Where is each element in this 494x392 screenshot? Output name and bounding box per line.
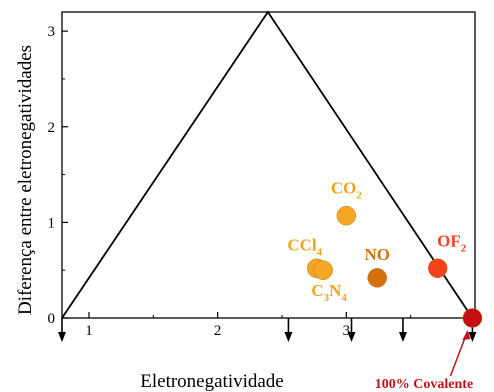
compound-label: OF2 [437, 231, 467, 254]
data-point [427, 258, 448, 278]
element-arrow-head [284, 332, 293, 342]
bond-triangle [61, 10, 474, 319]
annotation-arrow-head [462, 330, 471, 340]
data-point [367, 268, 387, 288]
plot-border [61, 11, 476, 319]
y-axis-label: Diferença entre eletronegatividades [15, 45, 36, 315]
x-axis-label: Eletronegatividade [140, 371, 284, 392]
x-tick-label: 2 [214, 323, 222, 339]
annotation-arrow [449, 333, 468, 377]
element-arrow-head [58, 332, 66, 342]
compound-label: CO2 [331, 179, 363, 202]
compound-label-subscript2: 4 [341, 292, 347, 304]
y-tick-label: 3 [48, 24, 56, 40]
compound-label-main2: N [329, 281, 342, 300]
compound-label-main: CCl [287, 235, 317, 254]
y-tick-label: 1 [48, 215, 56, 231]
plot-frame [61, 11, 476, 319]
x-tick-label: 3 [343, 323, 351, 339]
data-points [307, 205, 483, 328]
compound-label-subscript: 3 [324, 292, 330, 304]
data-point [336, 205, 357, 226]
y-tick-label: 2 [48, 120, 56, 136]
compound-label-main: OF [437, 231, 461, 250]
compound-label-main: C [311, 281, 323, 300]
x-tick-label: 1 [85, 323, 93, 339]
data-point [462, 308, 483, 328]
element-arrow-head [347, 332, 356, 342]
compound-label-subscript: 2 [461, 242, 467, 254]
compound-label-main: NO [364, 245, 390, 264]
element-arrow-head [468, 332, 477, 342]
compound-label: CCl4 [287, 235, 322, 258]
compound-label: C3N4 [311, 281, 347, 304]
compound-label: NO [364, 245, 390, 264]
data-point [313, 260, 333, 280]
compound-label-main: CO [331, 179, 357, 198]
triangle-outline [61, 10, 474, 319]
axis-ticks: 1 2 3 0 1 2 3 [48, 24, 412, 339]
y-tick-label: 0 [48, 311, 56, 327]
element-markers [58, 318, 477, 342]
annotation-100-covalente: 100% Covalente [375, 377, 473, 392]
compound-label-subscript: 2 [356, 190, 362, 202]
element-arrow-head [398, 332, 407, 342]
compound-label-subscript: 4 [317, 246, 323, 258]
